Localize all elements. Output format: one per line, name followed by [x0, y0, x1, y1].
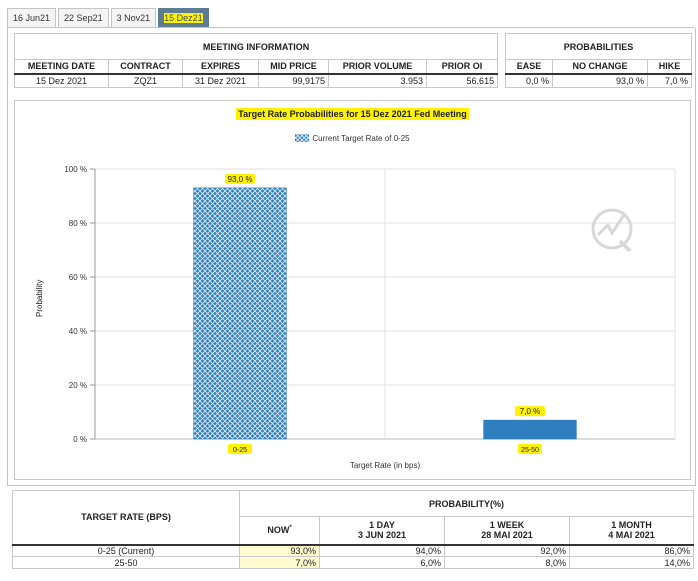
probabilities-row: 0,0 % 93,0 % 7,0 %	[505, 73, 693, 88]
header-1-month-label: 1 MONTH	[611, 520, 652, 531]
no-change-value: 93,0 %	[552, 73, 648, 88]
target-rate-chart: 0 % 20 % 40 % 60 % 80 % 100 % 93,0 % 7,0 % 0-2…	[64, 165, 676, 470]
data-label: 93,0 %	[228, 175, 253, 184]
prior-volume-value: 3.953	[328, 73, 427, 88]
rate-label: 25-50	[12, 556, 240, 569]
header-1-week: 1 WEEK 28 MAI 2021	[444, 516, 570, 545]
y-axis-label: Probability	[35, 279, 44, 317]
ease-value: 0,0 %	[505, 73, 553, 88]
probabilities-table: PROBABILITIES EASE NO CHANGE HIKE 0,0 % …	[504, 33, 693, 88]
1-month-value: 14,0%	[569, 556, 694, 569]
data-label-highlight	[225, 173, 255, 184]
header-target-rate: TARGET RATE (BPS)	[12, 490, 240, 545]
tab-panel: MEETING INFORMATION MEETING DATE CONTRAC…	[7, 28, 696, 486]
data-label: 7,0 %	[520, 407, 540, 416]
chart-container: 0 % 20 % 40 % 60 % 80 % 100 % 93,0 % 7,0 % 0-2…	[14, 100, 691, 480]
header-prior-oi: PRIOR OI	[425, 59, 499, 75]
y-tick-label: 40 %	[69, 327, 87, 336]
header-1-week-date: 28 MAI 2021	[481, 530, 533, 541]
chart-title-text: Target Rate Probabilities for 15 Dez 202…	[236, 108, 469, 120]
header-now-footnote: *	[289, 525, 292, 532]
chart-grid	[94, 168, 676, 440]
y-axis-ticks: 0 % 20 % 40 % 60 % 80 % 100 %	[64, 165, 95, 444]
data-label-highlight	[515, 406, 545, 417]
legend-label: Current Target Rate of 0-25	[312, 134, 410, 143]
now-value: 7,0%	[239, 556, 320, 569]
expires-value: 31 Dez 2021	[182, 73, 259, 88]
meeting-information-title: MEETING INFORMATION	[13, 33, 499, 60]
header-prior-volume: PRIOR VOLUME	[328, 59, 427, 75]
table-row: 0-25 (Current) 93,0% 94,0% 92,0% 86,0%	[12, 544, 694, 557]
x-tick-highlight	[228, 444, 252, 454]
tabbar-divider	[7, 27, 694, 28]
chart-legend[interactable]: Current Target Rate of 0-25	[15, 134, 690, 143]
tab-15-dez21[interactable]: 15 Dez21	[158, 8, 209, 28]
header-no-change: NO CHANGE	[552, 59, 648, 75]
header-meeting-date: MEETING DATE	[14, 59, 109, 75]
probabilities-title: PROBABILITIES	[504, 33, 693, 60]
tab-22-sep21[interactable]: 22 Sep21	[58, 8, 109, 28]
header-1-day: 1 DAY 3 JUN 2021	[319, 516, 445, 545]
x-tick-label: 25-50	[521, 447, 539, 454]
header-1-month-date: 4 MAI 2021	[608, 530, 655, 541]
chart-title: Target Rate Probabilities for 15 Dez 202…	[15, 108, 690, 120]
header-1-day-date: 3 JUN 2021	[357, 530, 407, 541]
legend-swatch-icon	[295, 134, 310, 142]
meeting-row: 15 Dez 2021 ZQZ1 31 Dez 2021 99,9175 3.9…	[14, 73, 499, 88]
meeting-date-value: 15 Dez 2021	[14, 73, 109, 88]
now-value: 93,0%	[239, 544, 320, 557]
header-contract: CONTRACT	[108, 59, 183, 75]
tab-16-jun21[interactable]: 16 Jun21	[7, 8, 57, 28]
1-day-value: 6,0%	[319, 556, 445, 569]
header-probability-group: PROBABILITY(%)	[239, 490, 694, 517]
x-tick-label: 0-25	[233, 447, 247, 454]
y-tick-label: 80 %	[69, 219, 87, 228]
meeting-tabs: 16 Jun21 22 Sep21 3 Nov21 15 Dez21	[7, 8, 211, 28]
hike-value: 7,0 %	[646, 73, 693, 88]
header-now: NOW*	[239, 516, 320, 545]
prior-oi-value: 56.615	[425, 73, 499, 88]
contract-value: ZQZ1	[108, 73, 183, 88]
1-month-value: 86,0%	[569, 544, 694, 557]
tab-15-dez21-label: 15 Dez21	[164, 13, 203, 23]
header-1-day-label: 1 DAY	[369, 520, 395, 531]
meeting-information-table: MEETING INFORMATION MEETING DATE CONTRAC…	[13, 33, 499, 88]
x-axis-label: Target Rate (in bps)	[350, 461, 421, 470]
bar-0-25	[193, 187, 287, 440]
header-1-week-label: 1 WEEK	[489, 520, 525, 531]
header-now-label: NOW	[267, 525, 290, 536]
bar-25-50	[483, 419, 577, 440]
1-week-value: 8,0%	[444, 556, 570, 569]
y-tick-label: 100 %	[64, 165, 87, 174]
y-tick-label: 0 %	[73, 435, 87, 444]
header-expires: EXPIRES	[182, 59, 259, 75]
y-tick-label: 20 %	[69, 381, 87, 390]
header-ease: EASE	[505, 59, 553, 75]
y-tick-label: 60 %	[69, 273, 87, 282]
header-1-month: 1 MONTH 4 MAI 2021	[569, 516, 694, 545]
1-day-value: 94,0%	[319, 544, 445, 557]
header-mid-price: MID PRICE	[258, 59, 329, 75]
tab-3-nov21[interactable]: 3 Nov21	[110, 8, 157, 28]
watermark-logo	[591, 208, 633, 253]
mid-price-value: 99,9175	[258, 73, 329, 88]
header-hike: HIKE	[646, 59, 693, 75]
rate-label: 0-25 (Current)	[12, 544, 240, 557]
target-rate-probability-table: TARGET RATE (BPS) PROBABILITY(%) NOW* 1 …	[12, 490, 694, 569]
table-row: 25-50 7,0% 6,0% 8,0% 14,0%	[12, 556, 694, 569]
1-week-value: 92,0%	[444, 544, 570, 557]
x-tick-highlight	[518, 444, 542, 454]
